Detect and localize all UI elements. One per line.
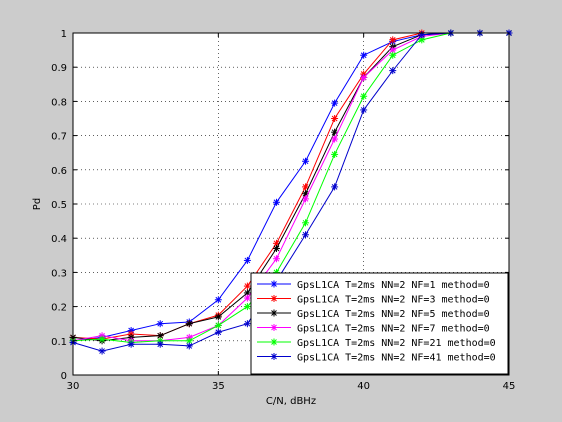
data-point — [331, 99, 339, 107]
legend-label: GpsL1CA T=2ms NN=2 NF=1 method=0 — [297, 280, 490, 291]
data-point — [214, 321, 222, 329]
series-line — [72, 32, 509, 344]
y-tick-label: 0.1 — [51, 337, 67, 348]
data-point — [360, 51, 368, 59]
data-point — [272, 198, 280, 206]
data-point — [272, 244, 280, 252]
y-tick-label: 0.4 — [51, 234, 67, 245]
legend-marker — [270, 324, 278, 331]
legend-label: GpsL1CA T=2ms NN=2 NF=3 method=0 — [297, 295, 490, 306]
data-point — [243, 294, 251, 302]
data-point — [98, 347, 106, 355]
legend-marker — [270, 309, 278, 317]
legend-label: GpsL1CA T=2ms NN=2 NF=7 method=0 — [297, 324, 490, 335]
data-point — [156, 332, 164, 340]
data-point — [360, 92, 368, 100]
legend-entry: GpsL1CA T=2ms NN=2 NF=7 method=0 — [257, 324, 490, 335]
legend-box — [250, 272, 509, 375]
y-tick-label: 1 — [61, 29, 67, 40]
data-point — [389, 51, 397, 59]
data-point — [185, 320, 193, 328]
data-point — [243, 256, 251, 264]
data-point — [331, 150, 339, 158]
data-point — [418, 31, 426, 39]
series-line — [72, 32, 509, 342]
legend-marker — [270, 295, 278, 302]
data-point — [272, 255, 280, 263]
x-tick-label: 40 — [357, 381, 370, 392]
legend-label: GpsL1CA T=2ms NN=2 NF=5 method=0 — [297, 309, 490, 320]
data-point — [185, 342, 193, 350]
data-point — [389, 36, 397, 44]
data-point — [127, 340, 135, 348]
data-point — [214, 328, 222, 336]
data-point — [302, 195, 310, 203]
legend-entry: GpsL1CA T=2ms NN=2 NF=1 method=0 — [257, 280, 490, 291]
y-tick-label: 0.5 — [51, 200, 67, 211]
data-point — [98, 335, 106, 343]
y-axis-label: Pd — [32, 198, 43, 210]
data-point — [243, 320, 251, 328]
x-axis-label: C/N, dBHz — [266, 396, 316, 407]
data-point — [331, 128, 339, 136]
legend-marker — [270, 353, 278, 360]
data-point — [214, 313, 222, 321]
series-layer — [69, 29, 513, 355]
data-point — [214, 296, 222, 304]
data-point — [302, 183, 310, 191]
y-tick-label: 0.6 — [51, 166, 67, 177]
data-point — [360, 73, 368, 81]
y-tick-label: 0.7 — [51, 132, 67, 143]
legend-label: GpsL1CA T=2ms NN=2 NF=41 method=0 — [297, 353, 496, 364]
data-point — [331, 135, 339, 143]
legend-entry: GpsL1CA T=2ms NN=2 NF=3 method=0 — [257, 295, 490, 306]
data-point — [331, 115, 339, 122]
series-line — [72, 32, 509, 352]
data-point — [243, 303, 251, 311]
data-point — [331, 183, 339, 191]
data-point — [360, 106, 368, 114]
data-point — [156, 340, 164, 348]
legend-marker — [270, 338, 278, 346]
x-tick-label: 35 — [212, 381, 225, 392]
y-tick-label: 0.3 — [51, 268, 67, 279]
data-point — [243, 282, 251, 290]
data-point — [156, 320, 164, 328]
data-point — [302, 219, 310, 227]
legend-marker — [270, 280, 278, 288]
y-tick-label: 0.2 — [51, 303, 67, 314]
data-point — [243, 289, 251, 297]
y-tick-label: 0.9 — [51, 63, 67, 74]
data-point — [302, 231, 310, 239]
data-point — [389, 67, 397, 75]
x-tick-label: 45 — [503, 381, 516, 392]
x-tick-label: 30 — [67, 381, 80, 392]
y-tick-label: 0.8 — [51, 97, 67, 108]
data-point — [302, 157, 310, 165]
legend-entry: GpsL1CA T=2ms NN=2 NF=21 method=0 — [257, 338, 496, 349]
legend-label: GpsL1CA T=2ms NN=2 NF=21 method=0 — [297, 338, 496, 349]
legend: GpsL1CA T=2ms NN=2 NF=1 method=0 GpsL1CA … — [250, 272, 509, 375]
y-tick-label: 0 — [61, 371, 67, 382]
legend-entry: GpsL1CA T=2ms NN=2 NF=5 method=0 — [257, 309, 490, 320]
legend-entry: GpsL1CA T=2ms NN=2 NF=41 method=0 — [257, 353, 496, 364]
